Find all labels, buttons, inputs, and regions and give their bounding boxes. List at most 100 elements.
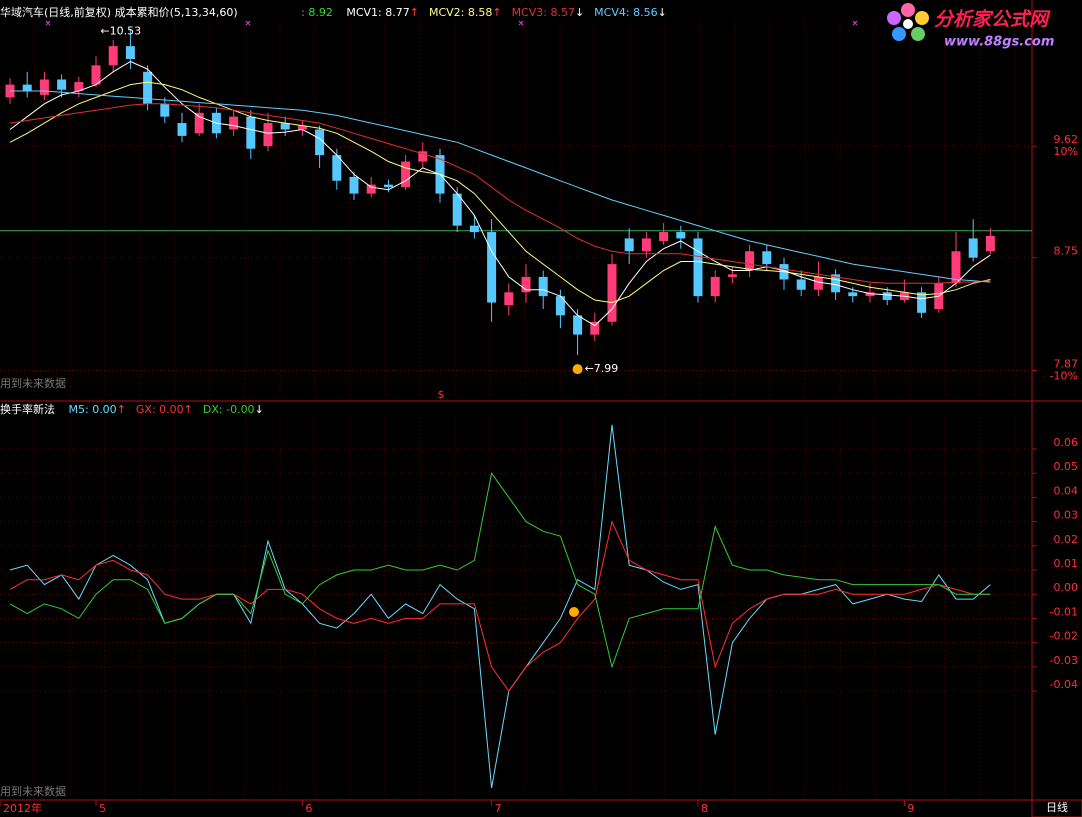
- future-warning: 用到未来数据: [0, 376, 66, 390]
- candle-body: [831, 274, 841, 293]
- legend-arrow: ↑: [410, 6, 419, 19]
- candle-body: [143, 71, 153, 104]
- y-tick-label: 0.01: [1054, 557, 1079, 570]
- period-box: [1031, 799, 1082, 817]
- logo-petal: [915, 11, 929, 25]
- candle-body: [383, 184, 393, 188]
- series-line: [9, 60, 991, 327]
- candle-body: [246, 116, 256, 149]
- candle-body: [160, 103, 170, 117]
- candle-body: [710, 276, 720, 297]
- y-tick-label: -0.03: [1050, 654, 1078, 667]
- candle-body: [57, 79, 67, 90]
- candle-body: [538, 276, 548, 297]
- candle-body: [469, 225, 479, 233]
- candle-body: [487, 232, 497, 303]
- candle-body: [555, 296, 565, 316]
- candle-body: [74, 82, 84, 92]
- y-tick-label: 0.06: [1054, 436, 1079, 449]
- close-label: : 8.92: [301, 6, 333, 19]
- candle-body: [676, 232, 686, 239]
- candle-body: [418, 151, 428, 162]
- candle-body: [968, 238, 978, 258]
- y-tick-label: 0.02: [1054, 533, 1079, 546]
- period-label: 日线: [1046, 800, 1068, 814]
- candle-body: [727, 274, 737, 277]
- series-line: [9, 81, 991, 304]
- series-line: [9, 471, 991, 669]
- candle-body: [951, 251, 961, 284]
- candle-body: [796, 279, 806, 290]
- candle-body: [882, 292, 892, 300]
- logo-petal: [892, 27, 906, 41]
- legend-entry: MCV2: 8.58: [429, 6, 492, 19]
- y-tick-label: 7.87: [1054, 358, 1079, 371]
- legend-arrow: ↓: [575, 6, 584, 19]
- series-line: [9, 520, 991, 692]
- marker-dot: [572, 364, 583, 375]
- logo-petal: [901, 3, 915, 17]
- candle-body: [229, 116, 239, 130]
- logo-url: www.88gs.com: [944, 35, 1054, 50]
- candle-body: [573, 315, 583, 335]
- x-tick-label: 5: [99, 802, 106, 815]
- candle-body: [452, 193, 462, 226]
- y-tick-label: 9.62: [1054, 133, 1079, 146]
- signal-cross: [45, 20, 858, 26]
- candle-body: [39, 79, 49, 95]
- candle-body: [401, 161, 411, 188]
- candle-body: [917, 292, 927, 313]
- main-title: 华域汽车(日线,前复权) 成本累和价(5,13,34,60): [0, 5, 238, 19]
- candle-body: [762, 251, 772, 265]
- legend-entry: M5: 0.00: [69, 403, 117, 416]
- x-tick-label: 2012年: [3, 801, 42, 815]
- max-label: ←10.53: [100, 24, 141, 37]
- signal-crosses: [45, 20, 858, 26]
- candle-body: [504, 292, 514, 306]
- y-tick-label: 8.75: [1054, 245, 1079, 258]
- future-warning: 用到未来数据: [0, 784, 66, 798]
- candle-body: [745, 251, 755, 271]
- candle-body: [693, 238, 703, 297]
- logo-petal: [887, 11, 901, 25]
- min-label: ←7.99: [585, 362, 619, 375]
- candle-body: [194, 112, 204, 134]
- candle-body: [125, 46, 135, 59]
- candle-body: [349, 176, 359, 194]
- legend-entry: MCV1: 8.77: [346, 6, 409, 19]
- pct-label: -10%: [1050, 370, 1078, 383]
- legend-arrow: ↓: [255, 403, 264, 416]
- candle-body: [521, 276, 531, 293]
- x-tick-label: 8: [701, 802, 708, 815]
- candle-body: [848, 292, 858, 297]
- candle-body: [22, 84, 32, 92]
- signal-label: $: [438, 388, 445, 401]
- legend-entry: MCV3: 8.57: [512, 6, 575, 19]
- candle-body: [641, 238, 651, 252]
- x-tick-label: 7: [495, 802, 502, 815]
- candle-body: [177, 123, 187, 136]
- x-tick-label: 6: [305, 802, 312, 815]
- logo-center: [903, 19, 913, 29]
- candle-body: [813, 276, 823, 290]
- candle-body: [985, 235, 995, 252]
- candle-body: [332, 155, 342, 181]
- series-line: [10, 90, 991, 283]
- pct-label: 10%: [1054, 145, 1078, 158]
- legend-arrow: ↓: [658, 6, 667, 19]
- candle-body: [607, 264, 617, 322]
- candle-body: [108, 46, 118, 66]
- candle-body: [280, 123, 290, 130]
- main-header: 华域汽车(日线,前复权) 成本累和价(5,13,34,60) : 8.92 MC…: [0, 5, 667, 19]
- candle-body: [366, 184, 376, 194]
- logo-petal: [911, 27, 925, 41]
- marker-dot: [569, 607, 579, 617]
- candle-body: [297, 125, 307, 130]
- candle-body: [263, 123, 273, 147]
- candle-body: [91, 65, 101, 85]
- legend-arrow: ↑: [117, 403, 126, 416]
- y-tick-label: 0.03: [1054, 509, 1079, 522]
- legend-entry: DX: -0.00: [203, 403, 255, 416]
